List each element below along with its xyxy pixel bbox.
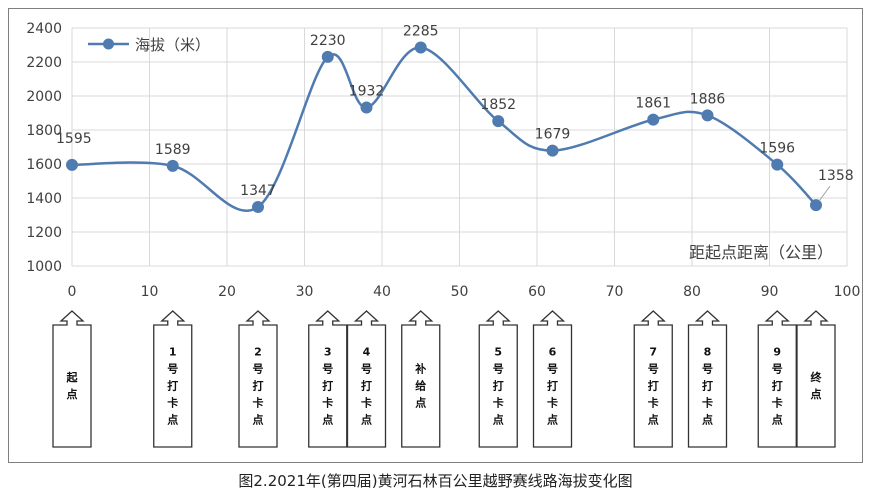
data-label: 1347 bbox=[240, 183, 276, 199]
data-point bbox=[414, 41, 427, 54]
data-point bbox=[546, 144, 559, 157]
figure-caption: 图2.2021年(第四届)黄河石林百公里越野赛线路海拔变化图 bbox=[238, 472, 633, 490]
checkpoint-label: 1 号打卡点 bbox=[167, 346, 178, 427]
x-tick-label: 70 bbox=[606, 284, 624, 300]
data-label: 1589 bbox=[155, 142, 191, 158]
checkpoint-marker: 2 号打卡点 bbox=[238, 310, 278, 448]
data-point bbox=[321, 50, 334, 63]
x-tick-label: 30 bbox=[296, 284, 314, 300]
y-tick-label: 1400 bbox=[26, 191, 62, 207]
checkpoint-marker: 7 号打卡点 bbox=[633, 310, 673, 448]
checkpoint-label: 2 号打卡点 bbox=[253, 346, 264, 427]
checkpoint-box bbox=[401, 310, 441, 448]
y-tick-label: 1200 bbox=[26, 225, 62, 241]
data-label: 1596 bbox=[759, 141, 795, 157]
checkpoint-marker: 3 号打卡点 bbox=[308, 310, 348, 448]
data-label: 1595 bbox=[56, 131, 92, 147]
data-point bbox=[492, 115, 505, 128]
x-axis-title: 距起点距离（公里） bbox=[689, 243, 833, 262]
checkpoint-box bbox=[308, 310, 348, 448]
data-label: 2285 bbox=[403, 24, 439, 40]
checkpoint-marker: 1 号打卡点 bbox=[153, 310, 193, 448]
checkpoint-label: 5 号打卡点 bbox=[493, 346, 504, 427]
checkpoint-marker: 6 号打卡点 bbox=[532, 310, 573, 448]
x-tick-label: 80 bbox=[683, 284, 701, 300]
checkpoint-box bbox=[796, 310, 836, 448]
legend-marker bbox=[103, 38, 114, 50]
checkpoint-marker: 4 号打卡点 bbox=[346, 310, 387, 448]
checkpoint-label: 补给点 bbox=[414, 362, 426, 410]
checkpoint-marker: 8 号打卡点 bbox=[687, 310, 728, 448]
checkpoint-box bbox=[633, 310, 673, 448]
data-label: 2230 bbox=[310, 33, 346, 49]
elevation-chart: 1000 1200 1400 1600 1800 2000 2200 2400 0 10 20 30 4… bbox=[26, 21, 861, 448]
data-point bbox=[66, 158, 78, 171]
y-tick-label: 1600 bbox=[26, 157, 62, 173]
checkpoint-label: 终点 bbox=[811, 370, 823, 401]
data-label: 1886 bbox=[690, 91, 726, 107]
x-tick-label: 50 bbox=[451, 284, 469, 300]
x-tick-label: 10 bbox=[141, 284, 159, 300]
data-label: 1358 bbox=[818, 168, 854, 184]
data-label: 1679 bbox=[535, 127, 571, 143]
checkpoint-label: 3 号打卡点 bbox=[322, 346, 333, 427]
data-label: 1932 bbox=[349, 84, 385, 100]
checkpoint-marker: 5 号打卡点 bbox=[478, 310, 518, 448]
data-label: 1852 bbox=[480, 97, 516, 113]
elevation-line bbox=[71, 46, 817, 213]
checkpoint-label: 4 号打卡点 bbox=[361, 346, 372, 427]
data-point bbox=[810, 199, 822, 212]
y-tick-label: 1000 bbox=[26, 259, 62, 275]
x-tick-label: 60 bbox=[528, 284, 546, 300]
checkpoint-box bbox=[52, 310, 92, 448]
y-tick-label: 2200 bbox=[26, 55, 62, 71]
data-point bbox=[360, 101, 373, 114]
checkpoint-label: 8 号打卡点 bbox=[702, 346, 713, 427]
checkpoint-marker: 终点 bbox=[796, 310, 836, 448]
checkpoint-box bbox=[346, 310, 387, 448]
checkpoint-marker: 起点 bbox=[52, 310, 92, 448]
chart-frame: 1000 1200 1400 1600 1800 2000 2200 2400 0 10 20 30 4… bbox=[8, 8, 863, 463]
y-tick-label: 1800 bbox=[26, 123, 62, 139]
x-tick-label: 100 bbox=[834, 284, 861, 300]
checkpoint-box bbox=[757, 310, 797, 448]
y-tick-label: 2000 bbox=[26, 89, 62, 105]
checkpoint-box bbox=[687, 310, 728, 448]
data-point bbox=[771, 158, 784, 171]
checkpoint-label: 9 号打卡点 bbox=[772, 346, 783, 427]
label-leader-line bbox=[818, 185, 831, 202]
data-point bbox=[647, 113, 660, 126]
legend-label: 海拔（米） bbox=[135, 36, 210, 54]
checkpoint-marker: 9 号打卡点 bbox=[757, 310, 797, 448]
x-tick-label: 90 bbox=[761, 284, 779, 300]
data-point bbox=[252, 201, 264, 214]
checkpoint-box bbox=[532, 310, 573, 448]
x-tick-label: 20 bbox=[218, 284, 236, 300]
checkpoint-label: 7 号打卡点 bbox=[648, 346, 659, 427]
data-point bbox=[166, 159, 179, 172]
x-tick-label: 0 bbox=[68, 284, 77, 300]
x-tick-label: 40 bbox=[373, 284, 391, 300]
checkpoint-marker: 补给点 bbox=[401, 310, 441, 448]
data-point bbox=[701, 109, 714, 122]
checkpoint-label: 起点 bbox=[66, 370, 79, 401]
checkpoint-label: 6 号打卡点 bbox=[547, 346, 558, 427]
checkpoint-box bbox=[153, 310, 193, 448]
checkpoint-box bbox=[238, 310, 278, 448]
y-tick-label: 2400 bbox=[26, 21, 62, 37]
data-label: 1861 bbox=[635, 96, 671, 112]
checkpoint-box bbox=[478, 310, 518, 448]
